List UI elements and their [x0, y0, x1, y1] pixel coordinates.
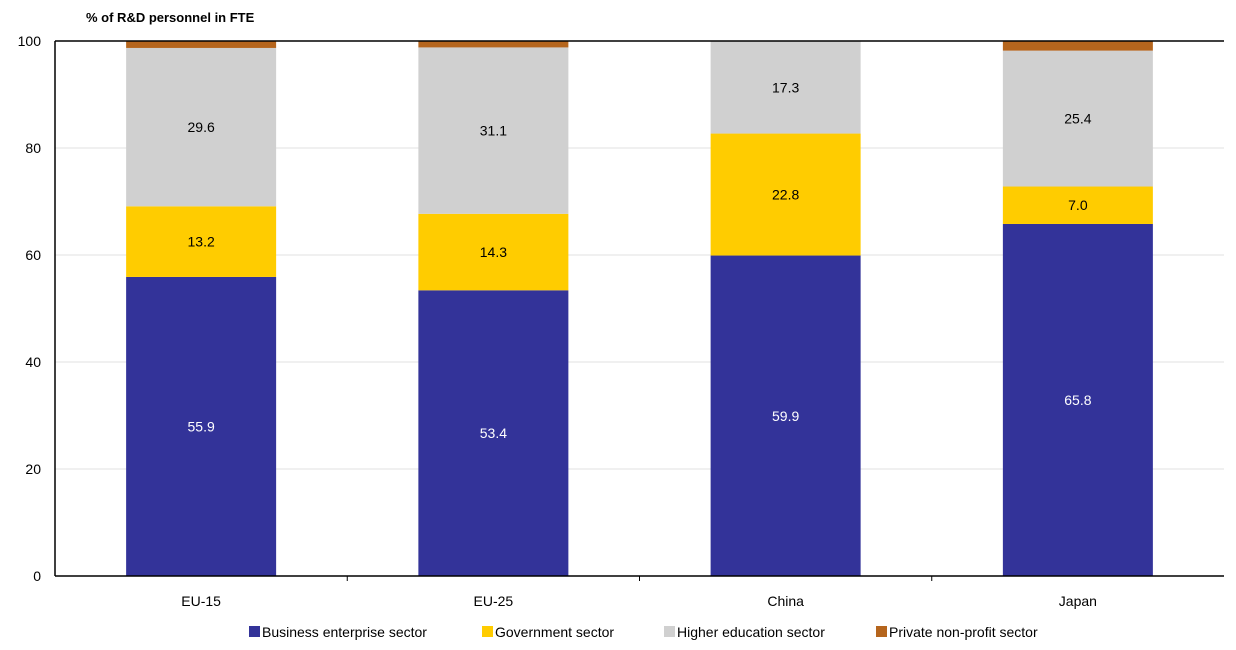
data-label: 25.4 [1064, 111, 1091, 127]
data-label: 17.3 [772, 79, 799, 95]
bar-segment [710, 41, 861, 134]
y-tick-label: 100 [18, 33, 42, 49]
data-label: 13.2 [188, 234, 215, 250]
legend-label: Private non-profit sector [889, 624, 1038, 640]
y-tick-label: 40 [25, 354, 41, 370]
bar-segment [126, 276, 277, 576]
y-tick-label: 60 [25, 247, 41, 263]
data-label: 59.9 [772, 408, 799, 424]
bar-segment [418, 213, 569, 291]
data-label: 22.8 [772, 187, 799, 203]
data-label: 65.8 [1064, 392, 1091, 408]
x-tick-label: EU-25 [474, 593, 514, 609]
legend-label: Government sector [495, 624, 614, 640]
bar-segment [710, 133, 861, 256]
legend-label: Higher education sector [677, 624, 825, 640]
bar-segment [418, 290, 569, 576]
bar-segment [1002, 50, 1153, 187]
bar-segment [126, 47, 277, 207]
x-tick-label: Japan [1059, 593, 1097, 609]
bar-segment [126, 41, 277, 48]
bar-segment [1002, 223, 1153, 576]
bar-segment [1002, 186, 1153, 224]
y-axis-title: % of R&D personnel in FTE [86, 10, 255, 25]
data-label: 14.3 [480, 244, 507, 260]
y-tick-label: 80 [25, 140, 41, 156]
data-label: 55.9 [188, 418, 215, 434]
bars: 55.9 13.2 29.6 53.4 14.3 31.1 59.9 22.8 17.3 65.8… [126, 41, 1153, 576]
legend-swatch [482, 626, 493, 637]
legend-swatch [249, 626, 260, 637]
data-label: 53.4 [480, 425, 507, 441]
bar-segment [710, 255, 861, 576]
bar-segment [126, 206, 277, 277]
bar-segment [418, 41, 569, 48]
legend-swatch [876, 626, 887, 637]
x-tick-label: China [767, 593, 804, 609]
data-label: 7.0 [1068, 197, 1088, 213]
axes: 0 20 40 60 80 100 EU-15 EU-25 China Japan [18, 33, 1224, 609]
legend-swatch [664, 626, 675, 637]
y-tick-label: 0 [33, 568, 41, 584]
bar-segment [418, 47, 569, 214]
data-label: 31.1 [480, 123, 507, 139]
bar-segment [1002, 41, 1153, 51]
legend-label: Business enterprise sector [262, 624, 427, 640]
y-tick-label: 20 [25, 461, 41, 477]
legend: Business enterprise sector Government sec… [249, 624, 1038, 640]
data-label: 29.6 [188, 119, 215, 135]
x-tick-label: EU-15 [181, 593, 221, 609]
